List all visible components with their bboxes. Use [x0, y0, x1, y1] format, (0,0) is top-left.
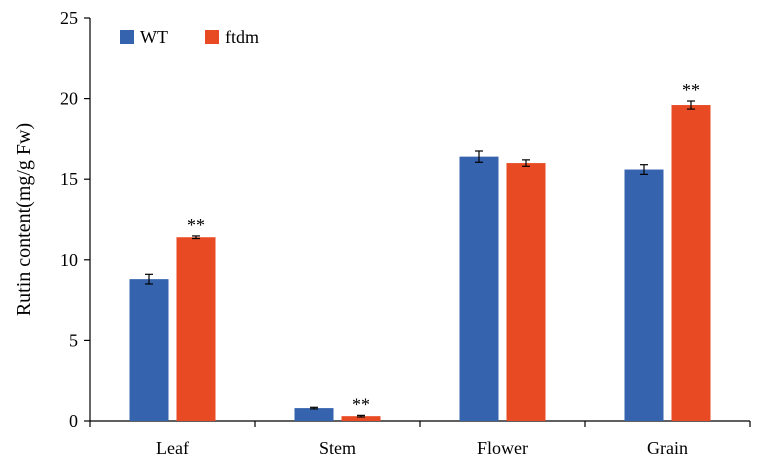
- significance-label: **: [352, 394, 370, 414]
- x-tick-label: Leaf: [156, 438, 189, 458]
- bar-ftdm-flower: [506, 163, 546, 421]
- bar-ftdm-grain: [671, 105, 711, 421]
- y-axis: 0 5 10 15 20 25: [60, 8, 91, 431]
- legend: WT ftdm: [120, 27, 259, 47]
- bar-wt-leaf: [129, 279, 169, 421]
- bar-ftdm-stem: [341, 416, 381, 421]
- legend-swatch-wt: [120, 30, 134, 44]
- bar-wt-stem: [294, 408, 334, 421]
- bar-wt-flower: [459, 156, 499, 421]
- y-tick-label: 5: [69, 330, 78, 350]
- y-tick-label: 10: [60, 250, 78, 270]
- x-tick-label: Flower: [477, 438, 528, 458]
- bar-wt-grain: [624, 169, 664, 421]
- y-tick-label: 0: [69, 411, 78, 431]
- significance-label: **: [187, 215, 205, 235]
- y-tick-label: 25: [60, 8, 78, 28]
- y-tick-label: 15: [60, 169, 78, 189]
- x-tick-label: Stem: [319, 438, 356, 458]
- legend-label-ftdm: ftdm: [225, 27, 259, 47]
- y-axis-title: Rutin content(mg/g Fw): [13, 123, 35, 316]
- x-axis: Leaf Stem Flower Grain: [89, 420, 751, 458]
- legend-swatch-ftdm: [205, 30, 219, 44]
- legend-label-wt: WT: [140, 27, 168, 47]
- bars: ** ** **: [129, 80, 711, 421]
- significance-label: **: [682, 80, 700, 100]
- y-tick-label: 20: [60, 89, 78, 109]
- bar-ftdm-leaf: [176, 237, 216, 421]
- x-tick-label: Grain: [647, 438, 688, 458]
